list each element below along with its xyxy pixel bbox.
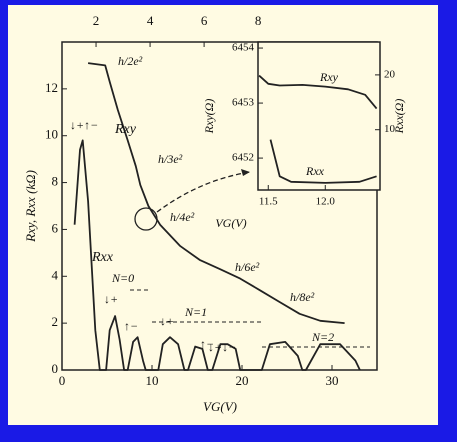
annotation: N=0 [111,271,134,285]
series-line [73,139,361,371]
inset-x-label: VG(V) [215,216,246,230]
annotation: ↓+↓− [208,340,236,354]
annotation: ↑− [124,319,138,333]
series-line [87,62,345,324]
x-tick-label: 30 [326,373,339,388]
annotation: ↑− [200,337,214,351]
annotation: h/8e² [290,290,315,304]
y-tick-label: 6 [52,220,59,235]
x-tick-label: 20 [236,373,249,388]
y-tick-label: 6454 [232,42,255,54]
y-tick-label: 6452 [232,152,254,164]
y-tick-label: 2 [52,314,59,329]
annotation: N=1 [184,305,207,319]
x2-tick-label: 2 [93,13,100,28]
inset-y-label: Rxy(Ω) [202,99,216,135]
plot-frame [61,41,378,371]
annotation: h/2e² [118,54,143,68]
annotation: ↓+ [160,314,174,328]
x-tick-label: 12.0 [316,196,336,208]
annotation: h/6e² [235,260,260,274]
inset-frame [257,41,381,191]
y2-tick-label: 10 [384,123,396,135]
annotation: ↓+ [104,292,118,306]
annotation: ↓+↑− [70,118,98,132]
x-tick-label: 0 [59,373,66,388]
y-tick-label: 4 [52,267,59,282]
y-axis-label: Rxy, Rxx (kΩ) [23,170,38,243]
y-tick-label: 8 [52,174,59,189]
x-tick-label: 10 [146,373,159,388]
y2-tick-label: 20 [384,68,396,80]
x-axis-label: VG(V) [203,399,237,414]
zoom-arrow [156,171,251,213]
series-label: Rxx [91,250,114,265]
x2-tick-label: 8 [255,13,262,28]
y-tick-label: 10 [45,127,58,142]
x-tick-label: 11.5 [259,196,278,208]
y-tick-label: 12 [45,80,58,95]
arrow-head [241,169,250,176]
series-label: Rxy [319,70,339,84]
inset-y2-label: Rxx(Ω) [392,99,406,135]
annotation: h/4e² [170,210,195,224]
series-line [258,74,378,110]
range-arrows [130,289,370,348]
series-label: Rxy [114,122,137,137]
x2-tick-label: 6 [201,13,208,28]
y-tick-label: 0 [52,361,59,376]
y-tick-label: 6453 [232,97,255,109]
annotation: N=2 [311,330,334,344]
series-label: Rxx [305,164,325,178]
series-line [269,139,377,184]
x2-tick-label: 4 [147,13,154,28]
annotation: h/3e² [158,152,183,166]
